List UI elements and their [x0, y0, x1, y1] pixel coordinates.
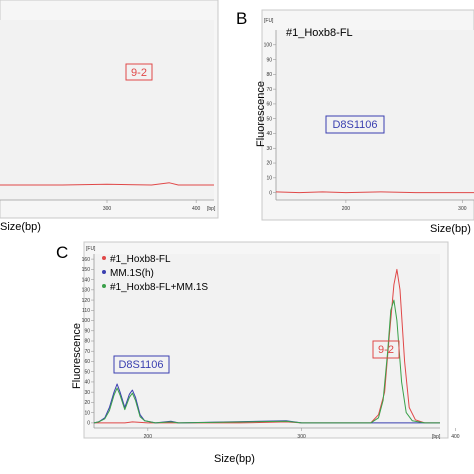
panel-b-x-tick-label: 200: [342, 206, 351, 212]
panel-b-y-tick-label: 100: [264, 42, 273, 48]
panel-b-x-axis-title: Size(bp): [430, 223, 471, 235]
panel-b-letter: B: [236, 9, 247, 28]
panel-b-y-axis-title: Fluorescence: [255, 81, 267, 147]
panel-b-y-tick-label: 50: [266, 116, 272, 122]
legend-marker-mix: [102, 284, 106, 288]
panel-c-y-tick-label: 0: [87, 421, 90, 427]
panel-c-y-unit: [FU]: [86, 246, 96, 252]
panel-b-y-tick-label: 90: [266, 57, 272, 63]
panel-c-y-tick-label: 80: [84, 339, 90, 345]
panel-c-y-tick-label: 50: [84, 369, 90, 375]
panel-c-y-tick-label: 110: [82, 308, 90, 314]
panel-c-annotation-box-9-2: [372, 340, 400, 359]
panel-b-y-tick-label: 10: [266, 176, 272, 182]
panel-b-y-tick-label: 0: [269, 190, 272, 196]
panel-b-series-line-0: [275, 191, 474, 194]
panel-b: B 200 300 0 10 20 30 40 50 60 70 80 90 100 [FU] #1_H…: [236, 9, 474, 235]
panel-b-annotation-box: [325, 115, 385, 134]
panel-c-series-line-2: [93, 299, 440, 424]
panel-c-y-tick-label: 100: [82, 318, 91, 324]
panel-a-x-axis-title: Size(bp): [0, 221, 41, 233]
panel-c-y-tick-label: 10: [84, 410, 90, 416]
panel-c-legend: #1_Hoxb8-FL MM.1S(h) #1_Hoxb8-FL+MM.1S: [102, 254, 208, 293]
panel-b-x-tick-label: 300: [458, 206, 467, 212]
panel-b-y-tick-label: 80: [266, 72, 272, 78]
legend-label-hoxb8: #1_Hoxb8-FL: [110, 254, 171, 265]
panel-a-x-tick-label: 300: [103, 206, 112, 212]
panel-a-annotation-9-2: 9-2: [131, 67, 147, 79]
panel-b-y-tick-label: 20: [266, 161, 272, 167]
panel-a-annotation-box: [125, 63, 153, 81]
legend-label-mm1s: MM.1S(h): [110, 268, 154, 279]
panel-c-y-tick-label: 150: [82, 267, 91, 273]
panel-c-x-axis-title: Size(bp): [214, 453, 255, 465]
panel-b-y-tick-label: 70: [266, 87, 272, 93]
legend-label-mix: #1_Hoxb8-FL+MM.1S: [110, 282, 208, 293]
panel-c-x-tick-label: 300: [297, 434, 306, 440]
panel-c-annotation-d8s1106: D8S1106: [118, 359, 163, 371]
panel-c-y-tick-label: 40: [84, 380, 90, 386]
panel-c-y-tick-label: 60: [84, 359, 90, 365]
panel-a-x-unit: [bp]: [207, 206, 216, 212]
panel-c-y-tick-label: 30: [84, 390, 90, 396]
panel-c-y-tick-label: 160: [82, 257, 91, 263]
panel-c-x-unit: [bp]: [432, 434, 441, 440]
panel-c-letter: C: [56, 243, 68, 262]
panel-b-y-unit: [FU]: [264, 18, 274, 24]
panel-c-y-tick-label: 70: [84, 349, 90, 355]
panel-c-x-tick-label: 400: [451, 434, 460, 440]
panel-a-series-line-0: [0, 182, 214, 186]
panel-c: C 200 300 400 0 10 20 30 40 50 60 70 80 90 100 110 120 1…: [56, 241, 460, 465]
panel-a-x-tick-label: 400: [192, 206, 201, 212]
panel-b-y-tick-label: 30: [266, 146, 272, 152]
panel-c-series-line-0: [94, 268, 440, 424]
panel-c-x-tick-label: 200: [144, 434, 153, 440]
panel-b-plot-area: [276, 30, 474, 200]
panel-c-y-tick-label: 90: [84, 328, 90, 334]
panel-c-annotation-box-d8s1106: [113, 355, 170, 374]
panel-c-y-tick-label: 140: [82, 277, 91, 283]
panel-a-plot-area: [0, 20, 214, 200]
panel-c-annotation-9-2: 9-2: [378, 344, 394, 356]
legend-marker-hoxb8: [102, 256, 106, 260]
panel-a: 300 400 [bp] Size(bp) 9-2: [0, 0, 219, 233]
panel-b-y-tick-label: 60: [266, 102, 272, 108]
panel-b-annotation-d8s1106: D8S1106: [332, 119, 377, 131]
panel-c-y-tick-label: 20: [84, 400, 90, 406]
panel-c-y-axis-title: Fluorescence: [71, 323, 83, 389]
panel-b-title: #1_Hoxb8-FL: [286, 27, 353, 39]
panel-c-y-tick-label: 120: [82, 298, 91, 304]
legend-marker-mm1s: [102, 270, 106, 274]
panel-b-y-tick-label: 40: [266, 131, 272, 137]
panel-c-y-tick-label: 130: [82, 288, 91, 294]
